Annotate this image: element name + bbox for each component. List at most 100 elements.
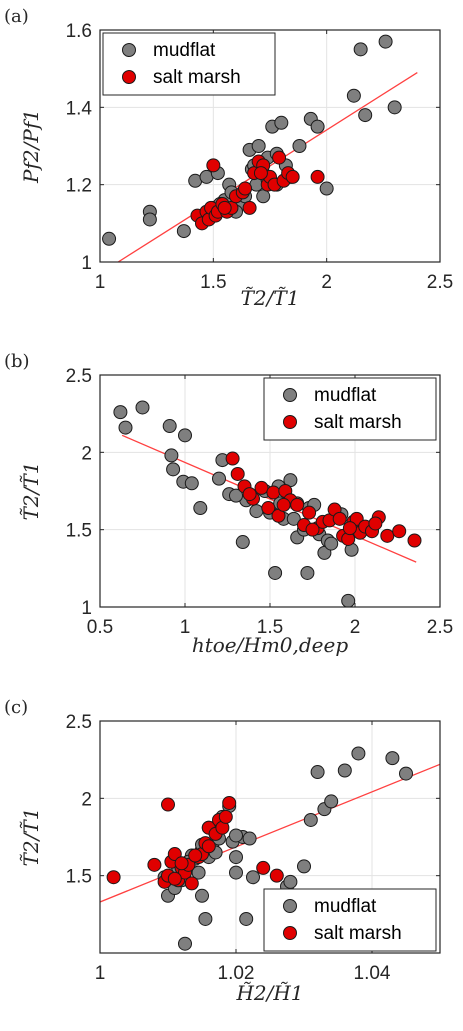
x-tick-label: 1 (95, 272, 106, 293)
data-point (297, 859, 311, 874)
data-point (102, 231, 117, 246)
data-point (212, 471, 226, 486)
data-point (310, 119, 325, 134)
legend-label: salt marsh (153, 67, 241, 88)
data-point (283, 874, 298, 889)
legend-label: mudflat (153, 40, 216, 61)
data-point (201, 839, 216, 854)
data-point (167, 871, 182, 886)
series-salt-marsh (190, 150, 325, 231)
data-point (310, 765, 325, 780)
data-point (178, 428, 192, 443)
panel-label: (a) (4, 6, 29, 27)
data-point (184, 876, 199, 891)
data-point (178, 936, 192, 951)
x-tick-label: 1 (180, 617, 191, 638)
data-point (222, 795, 237, 810)
data-point (305, 522, 320, 537)
y-tick-label: 1.2 (66, 176, 92, 197)
x-tick-label: 1.02 (218, 963, 255, 984)
legend-marker (283, 388, 297, 402)
data-point (254, 480, 269, 495)
legend-box (263, 888, 437, 952)
y-tick-label: 1 (81, 598, 92, 619)
data-point (407, 533, 422, 548)
y-tick-label: 1.5 (66, 521, 92, 542)
data-point (380, 528, 395, 543)
data-point (256, 860, 271, 875)
data-point (266, 485, 281, 500)
data-point (191, 865, 206, 880)
data-point (188, 848, 203, 863)
panel-a: 1 1.5 2 2.5 1 1.2 1.4 1.6 (a) T̃2/T̃1 Pf2/Pf1 mudfl… (4, 6, 453, 310)
data-point (147, 857, 162, 872)
panel-c: 1 1.02 1.04 1.5 2 2.5 (c) H̃2/H̃1 T̃2/T̃1 mudflat… (4, 697, 441, 1005)
data-point (251, 139, 266, 153)
panel-b: 0.5 1 1.5 2 2.511.522.5(b)htoe/Hm0,deepT̃2/T… (4, 351, 453, 657)
data-point (387, 100, 402, 115)
data-point (300, 565, 315, 580)
panel-label: (c) (4, 697, 28, 718)
y-tick-label: 1.5 (66, 867, 92, 888)
data-point (290, 497, 305, 512)
data-point (235, 535, 250, 550)
data-point (341, 593, 356, 607)
data-point (206, 158, 221, 173)
data-point (193, 501, 208, 516)
data-point (195, 888, 209, 903)
series-salt-marsh (225, 451, 422, 548)
data-point (118, 420, 133, 435)
y-tick-label: 1.4 (66, 98, 93, 119)
data-point (176, 224, 191, 239)
legend-marker (283, 415, 297, 429)
legend: mudflat salt marsh (263, 377, 437, 441)
data-point (106, 870, 121, 885)
data-point (272, 150, 287, 165)
data-point (142, 212, 157, 227)
legend-marker (122, 43, 136, 57)
axes-frame (99, 720, 441, 954)
data-point (164, 448, 179, 463)
x-tick-label: 0.5 (87, 617, 113, 638)
data-point (346, 88, 361, 103)
x-tick-label: 1.04 (354, 963, 391, 984)
data-point (238, 181, 253, 196)
data-point (385, 751, 400, 766)
legend: mudflat salt marsh (263, 888, 437, 952)
data-point (324, 794, 339, 809)
data-point (184, 476, 199, 491)
axes-frame (99, 29, 441, 263)
y-axis-label: T̃2/T̃1 (19, 808, 43, 867)
series-salt-marsh (106, 795, 284, 891)
x-tick-label: 1 (95, 963, 106, 984)
data-point (268, 565, 283, 580)
data-point (324, 536, 339, 551)
y-tick-label: 2 (81, 789, 92, 810)
data-point (225, 451, 240, 466)
fit-line (100, 763, 440, 903)
data-point (242, 200, 257, 215)
data-point (310, 169, 325, 184)
data-point (162, 419, 177, 434)
y-tick-label: 2.5 (66, 712, 92, 733)
x-axis-label: htoe/Hm0,deep (192, 633, 348, 657)
x-axis-label: H̃2/H̃1 (235, 981, 303, 1005)
legend-label: salt marsh (314, 412, 402, 433)
data-point (242, 487, 257, 502)
data-point (292, 139, 307, 153)
y-tick-label: 1 (81, 253, 92, 274)
data-point (256, 189, 271, 204)
data-point (342, 521, 357, 536)
data-point (253, 166, 268, 181)
data-point (319, 181, 334, 196)
data-point (358, 108, 373, 123)
data-point (353, 42, 368, 57)
x-tick-label: 1.5 (257, 617, 283, 638)
x-axis-label: T̃2/T̃1 (241, 286, 300, 310)
y-axis-label: T̃2/T̃1 (19, 462, 43, 521)
data-point (274, 115, 289, 130)
data-point (230, 466, 245, 481)
legend-label: mudflat (314, 385, 377, 406)
data-point (229, 865, 243, 880)
data-point (378, 34, 393, 49)
